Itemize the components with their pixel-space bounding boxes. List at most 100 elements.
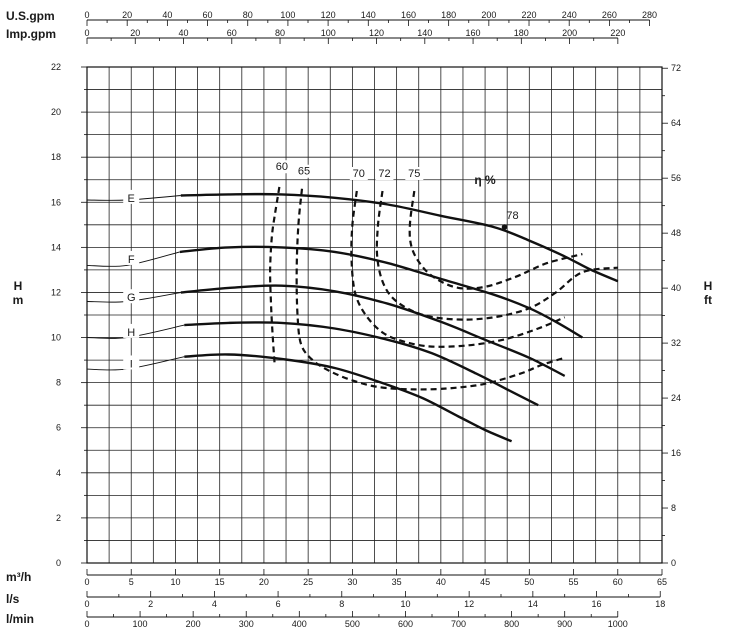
efficiency-curve-70 — [350, 190, 566, 348]
tick-label-lmin: 1000 — [608, 619, 628, 629]
tick-label-lmin: 300 — [239, 619, 254, 629]
tick-label-y-right: 72 — [671, 63, 681, 73]
axis-title-ls: l/s — [6, 592, 20, 606]
best-efficiency-point — [501, 224, 508, 230]
tick-label-m3h: 10 — [170, 577, 180, 587]
tick-label-m3h: 20 — [259, 577, 269, 587]
efficiency-curve-65 — [295, 188, 566, 391]
efficiency-title: η % — [474, 173, 496, 187]
head-curve-I — [184, 353, 513, 443]
y-left-title: H — [14, 279, 23, 293]
efficiency-label-65: 65 — [298, 166, 310, 178]
efficiency-label-bg — [294, 164, 313, 178]
tick-label-m3h: 55 — [569, 577, 579, 587]
tick-label-m3h: 65 — [657, 577, 667, 587]
tick-label-y-left: 8 — [56, 378, 61, 388]
head-curves-layer: E F G H I — [86, 189, 619, 443]
tick-label-lmin: 200 — [186, 619, 201, 629]
tick-label-y-left: 14 — [51, 242, 61, 252]
tick-label-usgpm: 280 — [642, 10, 657, 20]
tick-label-y-left: 10 — [51, 333, 61, 343]
tick-label-y-left: 4 — [56, 468, 61, 478]
tick-label-usgpm: 80 — [243, 10, 253, 20]
axis-title-lmin: l/min — [6, 612, 34, 626]
tick-label-lmin: 700 — [451, 619, 466, 629]
tick-label-impgpm: 40 — [179, 28, 189, 38]
grid-layer — [86, 66, 663, 564]
tick-label-y-left: 16 — [51, 197, 61, 207]
efficiency-curve-75 — [408, 190, 583, 290]
tick-label-impgpm: 200 — [562, 28, 577, 38]
tick-label-ls: 16 — [592, 599, 602, 609]
tick-label-y-right: 16 — [671, 448, 681, 458]
tick-label-y-left: 22 — [51, 62, 61, 72]
tick-label-y-left: 0 — [56, 558, 61, 568]
tick-label-ls: 8 — [339, 599, 344, 609]
tick-label-ls: 0 — [84, 599, 89, 609]
tick-label-m3h: 35 — [392, 577, 402, 587]
tick-label-y-left: 6 — [56, 423, 61, 433]
efficiency-curve-72 — [375, 190, 618, 321]
tick-label-impgpm: 60 — [227, 28, 237, 38]
tick-label-impgpm: 20 — [130, 28, 140, 38]
axes-layer: 0 20 40 60 80 100 120 140 160 180 200 220 240 260 280U… — [6, 9, 712, 629]
y-right-unit: ft — [704, 293, 712, 307]
tick-label-usgpm: 140 — [361, 10, 376, 20]
head-curve-G — [180, 284, 566, 377]
head-curve-F — [179, 245, 584, 339]
axis-title-m3h: m³/h — [6, 570, 31, 584]
tick-label-lmin: 100 — [133, 619, 148, 629]
tick-label-y-right: 48 — [671, 228, 681, 238]
efficiency-label-bg — [349, 167, 368, 180]
tick-label-m3h: 25 — [303, 577, 313, 587]
tick-label-y-left: 12 — [51, 287, 61, 297]
tick-label-impgpm: 160 — [466, 28, 481, 38]
efficiency-curve-60 — [268, 184, 281, 363]
tick-label-ls: 6 — [276, 599, 281, 609]
tick-label-lmin: 900 — [557, 619, 572, 629]
tick-label-y-right: 64 — [671, 118, 681, 128]
tick-label-m3h: 30 — [347, 577, 357, 587]
tick-label-usgpm: 60 — [203, 10, 213, 20]
tick-label-ls: 2 — [148, 599, 153, 609]
tick-label-impgpm: 100 — [321, 28, 336, 38]
y-right-title: H — [704, 279, 713, 293]
tick-label-ls: 12 — [464, 599, 474, 609]
tick-label-impgpm: 140 — [417, 28, 432, 38]
tick-label-lmin: 0 — [84, 619, 89, 629]
efficiency-label-70: 70 — [353, 168, 365, 180]
tick-label-impgpm: 0 — [84, 28, 89, 38]
curve-label-I: I — [130, 358, 133, 370]
tick-label-lmin: 500 — [345, 619, 360, 629]
curve-label-bg — [123, 250, 140, 265]
efficiency-label-72: 72 — [378, 168, 390, 180]
tick-label-usgpm: 220 — [522, 10, 537, 20]
axis-title-impgpm: Imp.gpm — [6, 27, 56, 41]
tick-label-y-right: 32 — [671, 338, 681, 348]
tick-label-ls: 10 — [400, 599, 410, 609]
tick-label-y-right: 0 — [671, 558, 676, 568]
tick-label-usgpm: 40 — [162, 10, 172, 20]
tick-label-m3h: 50 — [524, 577, 534, 587]
tick-label-usgpm: 120 — [321, 10, 336, 20]
tick-label-m3h: 0 — [84, 577, 89, 587]
tick-label-usgpm: 240 — [562, 10, 577, 20]
tick-label-lmin: 400 — [292, 619, 307, 629]
efficiency-label-bg — [405, 167, 424, 180]
tick-label-impgpm: 180 — [514, 28, 529, 38]
tick-label-usgpm: 100 — [280, 10, 295, 20]
tick-label-y-right: 24 — [671, 393, 681, 403]
tick-label-impgpm: 80 — [275, 28, 285, 38]
tick-label-usgpm: 260 — [602, 10, 617, 20]
efficiency-label-75: 75 — [408, 168, 420, 180]
tick-label-usgpm: 20 — [122, 10, 132, 20]
best-efficiency-label: 78 — [506, 210, 518, 222]
curve-label-H: H — [127, 327, 135, 339]
curve-label-bg — [123, 355, 140, 370]
tick-label-usgpm: 0 — [84, 10, 89, 20]
tick-label-m3h: 45 — [480, 577, 490, 587]
tick-label-m3h: 40 — [436, 577, 446, 587]
tick-label-y-left: 2 — [56, 513, 61, 523]
tick-label-usgpm: 180 — [441, 10, 456, 20]
